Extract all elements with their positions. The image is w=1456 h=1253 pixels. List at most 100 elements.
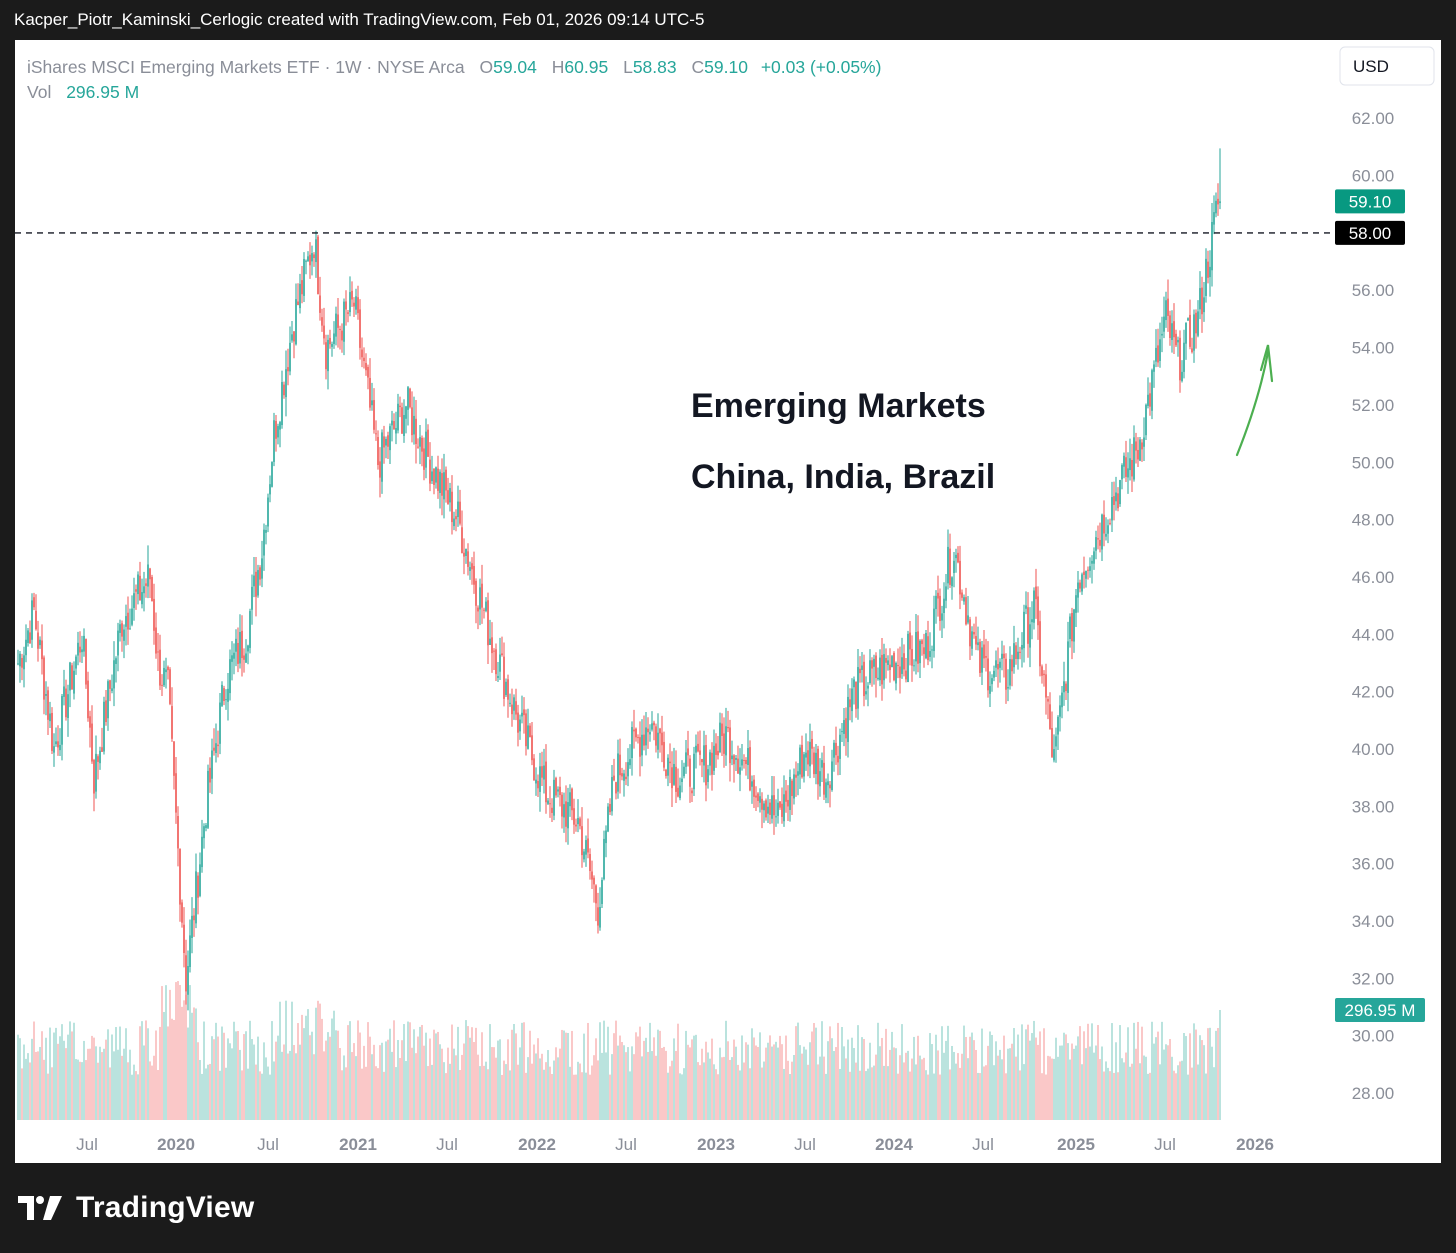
volume-bar xyxy=(925,1070,927,1120)
x-tick-label: 2023 xyxy=(697,1135,735,1154)
volume-bar xyxy=(575,1074,577,1120)
footer: TradingView xyxy=(18,1186,254,1230)
candle xyxy=(403,399,405,443)
volume-bar xyxy=(565,1032,567,1120)
volume-bar xyxy=(1139,1063,1141,1120)
candle xyxy=(487,592,489,665)
volume-bar xyxy=(829,1026,831,1120)
candle xyxy=(331,341,333,357)
volume-bar xyxy=(563,1030,565,1120)
arrow-annotation-icon xyxy=(1235,344,1274,457)
volume-bar xyxy=(979,1073,981,1120)
volume-bar xyxy=(1159,1064,1161,1120)
volume-bar xyxy=(507,1039,509,1120)
candle xyxy=(1169,310,1171,346)
volume-bar xyxy=(1001,1059,1003,1120)
candle xyxy=(259,565,261,586)
x-tick-label: 2024 xyxy=(875,1135,913,1154)
candle xyxy=(401,402,403,434)
candle xyxy=(1051,711,1053,758)
volume-bar xyxy=(41,1031,43,1120)
volume-bar xyxy=(345,1067,347,1120)
y-tick-label: 28.00 xyxy=(1352,1084,1395,1103)
volume-bar xyxy=(715,1069,717,1120)
volume-bar xyxy=(87,1048,89,1120)
volume-bar xyxy=(155,1030,157,1120)
candle xyxy=(915,613,917,675)
volume-bar xyxy=(65,1048,67,1120)
candle xyxy=(1113,481,1115,521)
candle xyxy=(647,717,649,749)
candle xyxy=(771,775,773,824)
volume-bar xyxy=(927,1074,929,1120)
volume-bar xyxy=(685,1030,687,1120)
candle xyxy=(385,436,387,459)
volume-bar xyxy=(607,1026,609,1120)
candle xyxy=(829,780,831,808)
candle xyxy=(199,852,201,898)
volume-bar xyxy=(463,1043,465,1120)
candle xyxy=(1139,436,1141,462)
candle xyxy=(139,561,141,601)
candle xyxy=(1071,607,1073,660)
candle xyxy=(719,712,721,754)
candle xyxy=(735,755,737,771)
candle xyxy=(901,637,903,679)
candle xyxy=(133,577,135,621)
volume-bar xyxy=(639,1026,641,1120)
candle xyxy=(131,595,133,627)
candle xyxy=(589,848,591,880)
candle xyxy=(625,762,627,786)
last-price-label: 59.10 xyxy=(1349,192,1392,211)
candle xyxy=(87,671,89,722)
candle xyxy=(1035,568,1037,619)
candle xyxy=(861,651,863,683)
volume-bar xyxy=(217,1036,219,1120)
candle xyxy=(305,259,307,275)
candle xyxy=(1109,518,1111,526)
volume-bar xyxy=(965,1036,967,1120)
volume-bar xyxy=(687,1044,689,1120)
volume-bar xyxy=(1013,1028,1015,1120)
volume-bar xyxy=(205,1068,207,1120)
candle xyxy=(575,818,577,832)
legend-low-value: 58.83 xyxy=(633,57,677,77)
candle xyxy=(691,787,693,803)
volume-bar xyxy=(69,1021,71,1120)
candle xyxy=(1065,681,1067,700)
candle xyxy=(777,788,779,824)
volume-bar xyxy=(859,1070,861,1120)
candle xyxy=(1145,403,1147,440)
candle xyxy=(1185,322,1187,360)
volume-bar xyxy=(323,1051,325,1120)
candle xyxy=(881,638,883,701)
candle xyxy=(143,571,145,612)
candle xyxy=(419,425,421,465)
candle xyxy=(25,624,27,663)
volume-bar xyxy=(559,1048,561,1120)
candle xyxy=(679,777,681,801)
candle xyxy=(1009,646,1011,690)
volume-bar xyxy=(977,1072,979,1120)
volume-bar xyxy=(805,1049,807,1120)
price-chart[interactable]: iShares MSCI Emerging Markets ETF · 1W ·… xyxy=(15,40,1441,1163)
candle xyxy=(933,595,935,658)
volume-bar xyxy=(591,1065,593,1120)
candle xyxy=(495,643,497,681)
candle xyxy=(1203,281,1205,322)
candle xyxy=(697,731,699,753)
candle xyxy=(783,775,785,827)
volume-bar xyxy=(467,1026,469,1120)
candle xyxy=(117,622,119,672)
volume-bar xyxy=(335,1030,337,1120)
candle xyxy=(485,597,487,613)
candle xyxy=(769,799,771,825)
volume-bar xyxy=(681,1074,683,1120)
volume-bar xyxy=(287,1053,289,1120)
candle xyxy=(859,656,861,683)
volume-bar xyxy=(1195,1029,1197,1120)
volume-bar xyxy=(485,1061,487,1120)
chart-panel[interactable]: iShares MSCI Emerging Markets ETF · 1W ·… xyxy=(15,40,1441,1163)
currency-button[interactable]: USD xyxy=(1339,46,1435,86)
volume-bar xyxy=(1047,1055,1049,1120)
